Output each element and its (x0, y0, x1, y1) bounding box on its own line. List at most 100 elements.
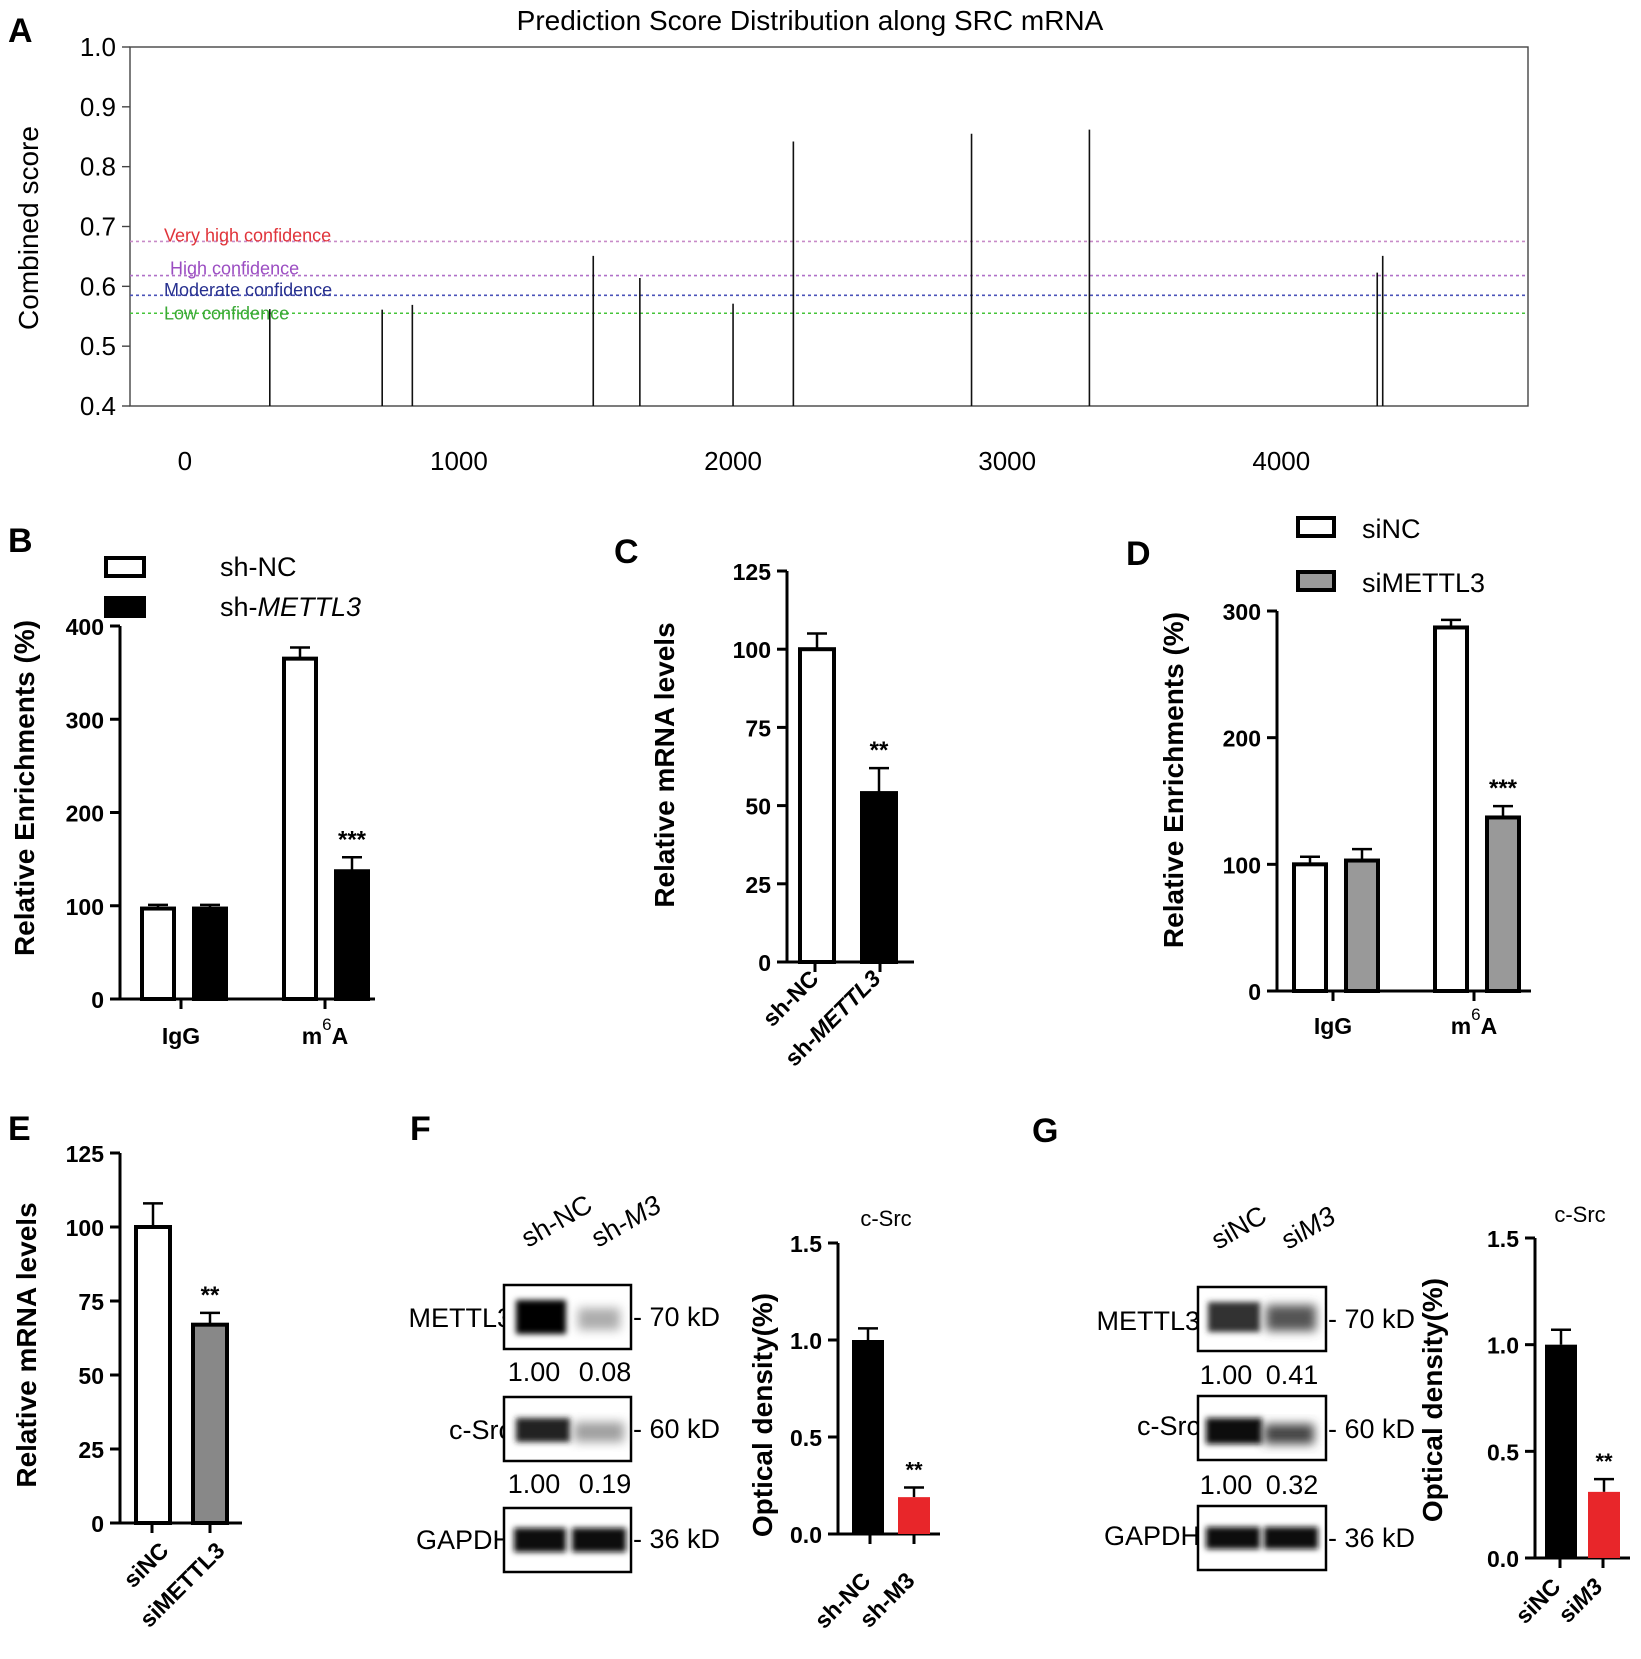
quant-value: 0.41 (1266, 1360, 1319, 1390)
blot-image-gapdh (502, 1506, 633, 1574)
y-tick-label: 75 (78, 1289, 104, 1315)
blot-image-mettl3 (502, 1283, 633, 1351)
category-label-m6a: m6A (302, 1015, 349, 1049)
y-tick-label: 125 (66, 1141, 105, 1167)
lane-label-sim3: siM3 (1276, 1201, 1340, 1255)
legend-swatch-sh-nc (104, 556, 146, 578)
legend-swatch-sh-mettl3 (104, 596, 146, 618)
y-tick-label: 0.0 (1487, 1546, 1519, 1572)
y-tick-label: 0.7 (80, 212, 116, 242)
bar (1433, 625, 1469, 993)
bar (852, 1340, 884, 1534)
mw-marker-70kd: - 70 kD (1328, 1304, 1415, 1334)
panel-a: A Prediction Score Distribution along SR… (8, 5, 1529, 476)
significance-marker: ** (1595, 1449, 1613, 1474)
y-axis-label: Relative Enrichments (%) (1158, 612, 1189, 948)
bar (1485, 815, 1521, 994)
blot-row-label-c-src: c-Src (1137, 1411, 1200, 1441)
x-tick-label: 0 (178, 446, 192, 476)
bar (191, 1322, 229, 1526)
legend-swatch-sinc (1296, 516, 1336, 538)
y-tick-label: 1.0 (1487, 1333, 1519, 1359)
panel-label-e: E (8, 1110, 31, 1148)
category-label-m6a: m6A (1451, 1005, 1498, 1039)
quant-value: 0.19 (579, 1469, 632, 1499)
panel-b: B sh-NC sh-METTL3 Relative Enrichments (… (8, 522, 375, 1049)
y-tick-label: 75 (745, 715, 771, 741)
y-axis-label: Optical density(%) (1417, 1278, 1448, 1522)
mw-marker-60kd: - 60 kD (633, 1414, 720, 1444)
panel-label-g: G (1032, 1112, 1058, 1150)
y-tick-label: 0.5 (80, 331, 116, 361)
y-tick-label: 125 (733, 559, 772, 585)
confidence-label: Moderate confidence (164, 280, 332, 300)
y-tick-label: 50 (745, 794, 771, 820)
blot-row-label-c-src: c-Src (449, 1415, 512, 1445)
y-tick-label: 25 (78, 1437, 104, 1463)
panel-g: G siNC siM3 METTL3 c-Src GAPDH - 70 kD -… (1032, 1112, 1630, 1629)
legend-label-sh-mettl3: sh-METTL3 (220, 592, 361, 622)
y-tick-label: 100 (1223, 852, 1261, 878)
y-tick-label: 1.5 (790, 1231, 822, 1257)
panel-label-b: B (8, 522, 33, 560)
y-tick-label: 1.0 (80, 32, 116, 62)
significance-marker: ** (201, 1282, 220, 1309)
bar (798, 647, 836, 964)
y-axis-label: Relative Enrichments (%) (9, 620, 40, 956)
bar (1545, 1344, 1577, 1558)
quant-value: 0.32 (1266, 1470, 1319, 1500)
bar (134, 1225, 172, 1525)
lane-label-sinc: siNC (1206, 1200, 1272, 1255)
confidence-label: Very high confidence (164, 225, 331, 245)
y-tick-label: 0.9 (80, 92, 116, 122)
y-axis-label: Relative mRNA levels (11, 1202, 42, 1487)
quant-value: 0.08 (579, 1357, 632, 1387)
legend-swatch-simettl3 (1296, 570, 1336, 592)
significance-marker: *** (338, 826, 367, 853)
panel-label-c: C (614, 533, 639, 571)
blot-image-c-src (502, 1395, 633, 1463)
category-label-sim3: siM3 (1553, 1573, 1608, 1628)
x-tick-label: 4000 (1252, 446, 1310, 476)
y-tick-label: 1.0 (790, 1328, 822, 1354)
quant-value: 1.00 (508, 1357, 561, 1387)
y-tick-label: 400 (66, 614, 104, 640)
category-label-igg: IgG (162, 1023, 200, 1049)
panel-label-a: A (8, 12, 33, 50)
chart-title: c-Src (860, 1206, 911, 1231)
quant-value: 1.00 (1200, 1470, 1253, 1500)
blot-row-label-gapdh: GAPDH (1104, 1521, 1200, 1551)
x-tick-label: 2000 (704, 446, 762, 476)
legend-label-sinc: siNC (1362, 514, 1421, 544)
y-tick-label: 0 (758, 950, 771, 976)
plot-frame (129, 46, 1529, 407)
mw-marker-70kd: - 70 kD (633, 1302, 720, 1332)
y-tick-label: 0 (91, 1511, 104, 1537)
quant-value: 1.00 (508, 1469, 561, 1499)
y-axis-label: Optical density(%) (747, 1293, 778, 1537)
blot-image-c-src (1196, 1394, 1328, 1462)
blot-row-label-mettl3: METTL3 (408, 1303, 512, 1333)
lane-label-sh-m3: sh-M3 (586, 1190, 666, 1253)
lane-label-sh-nc: sh-NC (516, 1189, 597, 1253)
bar (140, 906, 176, 1001)
y-axis-label: Relative mRNA levels (649, 622, 680, 907)
bar (860, 791, 898, 965)
y-axis-label: Combined score (13, 126, 44, 330)
mw-marker-36kd: - 36 kD (1328, 1523, 1415, 1553)
bar (1344, 858, 1380, 993)
y-tick-label: 100 (66, 894, 104, 920)
y-tick-label: 0 (91, 987, 104, 1013)
panel-f: F sh-NC sh-M3 METTL3 c-Src GAPDH - 70 kD… (408, 1110, 940, 1633)
confidence-label: Low confidence (164, 303, 289, 323)
bar (1292, 862, 1328, 993)
y-tick-label: 25 (745, 872, 771, 898)
bar (1588, 1491, 1620, 1558)
y-tick-label: 200 (66, 801, 104, 827)
y-tick-label: 0 (1248, 979, 1261, 1005)
y-tick-label: 50 (78, 1363, 104, 1389)
bar (282, 656, 318, 1001)
chart-title: Prediction Score Distribution along SRC … (517, 5, 1104, 36)
